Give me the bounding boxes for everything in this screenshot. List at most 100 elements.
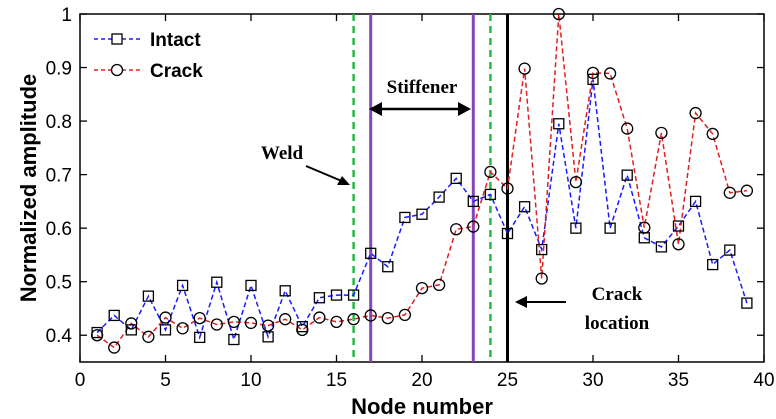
point-intact-30 [587,73,599,85]
point-crack-5 [159,311,172,324]
tick-labels: 0 5 10 15 20 25 30 35 40 0.4 0.5 0.6 0.7 0.8 0.9 1 [46,5,775,391]
point-intact-27 [536,243,548,256]
point-crack-7 [193,311,206,325]
point-crack-21 [432,278,446,292]
point-crack-27 [535,272,548,285]
point-crack-24 [484,165,497,179]
point-crack-20 [415,281,429,295]
point-intact-12 [279,285,291,297]
x-tick-label-30: 30 [582,370,603,391]
point-crack-29 [569,175,583,189]
weld-label: Weld [261,143,304,164]
y-axis-title: Normalized amplitude [16,74,41,303]
crack-label-line1: Crack [592,284,643,305]
point-intact-32 [621,169,633,181]
x-tick-label-35: 35 [668,370,689,391]
legend-intact-marker [111,33,123,45]
y-tick-label-0.4: 0.4 [46,326,73,347]
point-intact-24 [484,188,497,201]
legend-intact-label: Intact [150,30,201,51]
y-tick-label-0.8: 0.8 [46,112,72,133]
point-intact-11 [262,331,274,343]
point-crack-28 [552,7,565,21]
point-intact-6 [176,279,189,292]
point-intact-3 [125,324,137,336]
axis-ticks [79,13,765,362]
legend: Intact Crack [94,30,203,82]
point-crack-9 [227,315,241,328]
point-intact-23 [467,195,479,208]
point-crack-26 [518,62,531,75]
reference-lines [352,14,509,362]
point-crack-33 [638,221,651,234]
point-intact-36 [689,195,702,208]
point-crack-38 [723,186,736,199]
point-crack-37 [706,127,719,141]
point-crack-39 [740,184,754,197]
point-crack-15 [330,315,343,328]
y-tick-label-0.5: 0.5 [46,273,72,294]
point-crack-30 [586,66,600,80]
point-intact-7 [194,331,206,344]
point-crack-18 [381,311,394,325]
x-tick-label-0: 0 [75,370,86,391]
point-intact-8 [211,276,223,288]
point-crack-1 [90,329,104,342]
stiffener-annotation: Stiffener [369,77,471,116]
point-crack-6 [176,322,189,335]
legend-item-crack: Crack [94,61,203,82]
point-intact-19 [399,211,411,224]
legend-item-intact: Intact [94,30,201,51]
point-intact-20 [416,208,428,220]
y-tick-label-0.6: 0.6 [46,219,72,240]
point-crack-31 [603,67,617,80]
legend-crack-label: Crack [150,61,203,82]
point-crack-22 [450,223,463,236]
legend-crack-marker [110,63,124,77]
crack-arrow-head [515,296,527,308]
point-crack-12 [279,313,292,326]
point-intact-15 [330,289,343,301]
point-intact-26 [518,201,531,213]
point-intact-5 [159,324,172,336]
point-intact-31 [604,222,616,234]
x-tick-label-40: 40 [753,370,774,391]
point-intact-16 [347,289,360,301]
stiffener-arrow-right-head [458,102,471,116]
x-tick-label-10: 10 [240,370,261,391]
point-intact-25 [501,227,514,240]
point-intact-17 [365,247,377,259]
point-crack-17 [364,309,377,322]
point-intact-38 [724,244,736,256]
point-crack-2 [108,341,121,354]
point-crack-3 [125,317,138,330]
point-intact-14 [313,292,326,304]
y-tick-label-0.7: 0.7 [46,166,72,187]
point-crack-4 [142,330,155,343]
point-crack-34 [655,126,668,140]
x-tick-label-20: 20 [411,370,432,391]
point-intact-9 [228,333,240,346]
weld-arrow-shaft [305,165,345,183]
point-intact-39 [741,297,753,309]
point-crack-11 [261,319,275,332]
x-axis-title: Node number [351,394,493,419]
point-intact-22 [450,172,462,185]
weld-arrow-head [337,176,350,185]
crack-location-annotation: Crack location [515,284,650,334]
point-crack-10 [244,316,258,330]
point-crack-35 [672,238,685,251]
point-intact-34 [655,241,668,253]
y-tick-label-1: 1 [61,5,72,26]
point-intact-18 [382,261,394,273]
stiffener-arrow-left-head [369,102,382,116]
crack-label-line2: location [585,313,650,334]
point-crack-13 [296,323,309,337]
point-intact-28 [553,118,565,130]
point-crack-8 [210,318,223,331]
x-tick-label-25: 25 [497,370,518,391]
point-crack-14 [313,311,326,324]
point-intact-10 [245,279,257,292]
point-crack-25 [501,182,514,195]
